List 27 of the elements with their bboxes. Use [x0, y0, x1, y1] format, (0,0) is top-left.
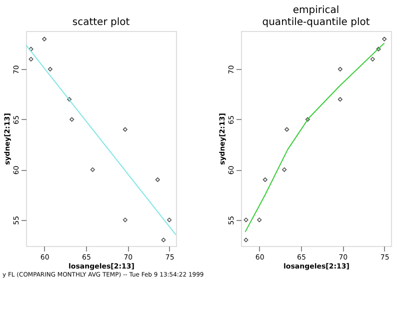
point — [122, 127, 128, 132]
point — [282, 167, 287, 172]
point — [67, 97, 72, 102]
point — [257, 218, 262, 222]
point — [382, 36, 387, 42]
point — [42, 36, 47, 42]
point — [155, 177, 160, 182]
point — [161, 238, 166, 242]
point — [244, 238, 248, 242]
point — [28, 56, 34, 62]
point — [376, 46, 381, 52]
point — [167, 218, 172, 222]
point — [90, 167, 95, 172]
chart-title: scatter plot — [72, 17, 130, 28]
point — [284, 127, 290, 132]
point — [370, 56, 375, 62]
chart-title: empirical quantile-quantile plot — [262, 5, 370, 28]
point — [28, 46, 34, 52]
point — [262, 177, 268, 182]
point — [305, 117, 310, 122]
point — [338, 97, 342, 102]
point — [122, 218, 128, 222]
point — [244, 218, 248, 222]
line-series — [244, 42, 385, 232]
point — [70, 117, 74, 122]
point — [338, 66, 342, 72]
point — [48, 66, 52, 72]
